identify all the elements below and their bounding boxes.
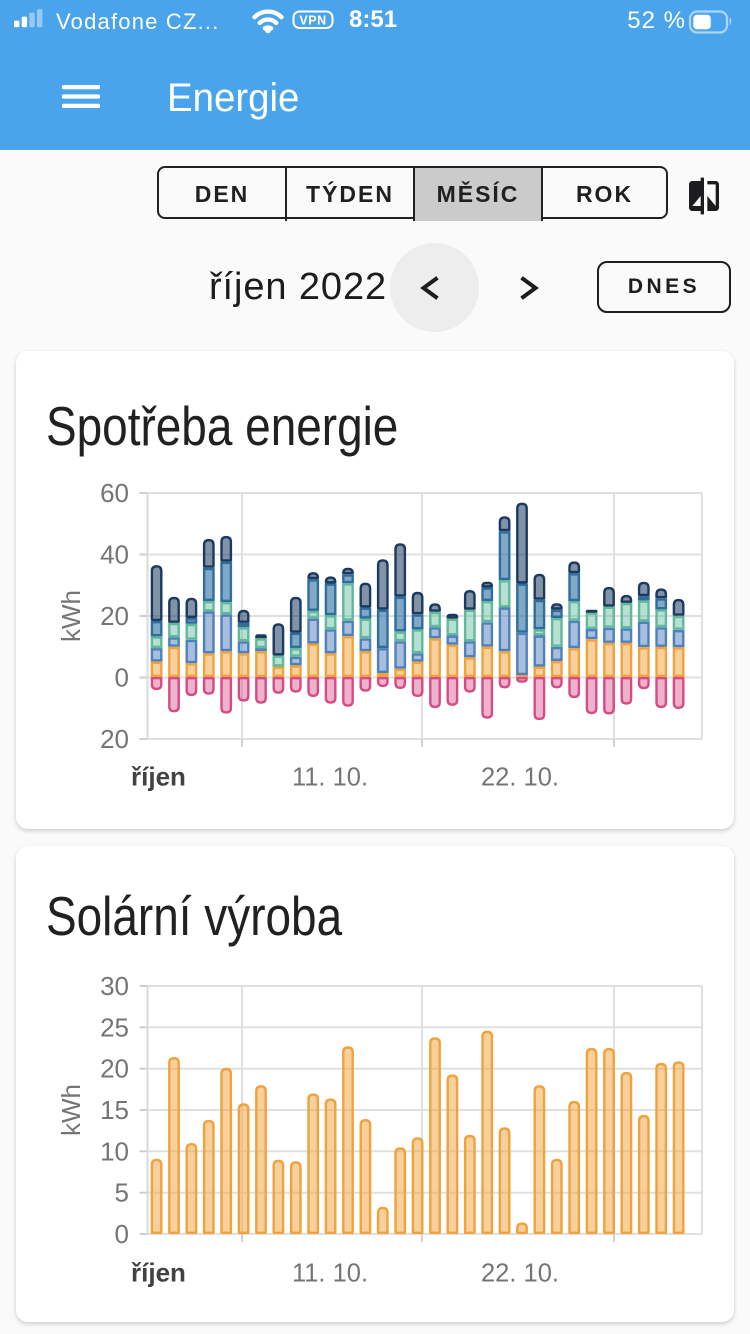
svg-text:40: 40 bbox=[100, 540, 129, 570]
svg-text:VPN: VPN bbox=[299, 14, 326, 28]
svg-text:25: 25 bbox=[100, 1012, 129, 1042]
svg-text:22. 10.: 22. 10. bbox=[481, 764, 559, 792]
svg-text:60: 60 bbox=[100, 478, 129, 508]
svg-text:11. 10.: 11. 10. bbox=[292, 764, 368, 792]
svg-text:15: 15 bbox=[100, 1095, 129, 1125]
svg-text:11. 10.: 11. 10. bbox=[292, 1260, 368, 1288]
svg-text:30: 30 bbox=[100, 971, 129, 1001]
svg-text:20: 20 bbox=[100, 601, 129, 631]
svg-text:říjen: říjen bbox=[131, 762, 186, 792]
svg-text:10: 10 bbox=[100, 1136, 129, 1166]
svg-text:20: 20 bbox=[100, 724, 129, 754]
svg-text:říjen: říjen bbox=[131, 1258, 186, 1288]
svg-text:5: 5 bbox=[115, 1178, 129, 1208]
svg-text:kWh: kWh bbox=[56, 1084, 86, 1136]
svg-text:0: 0 bbox=[115, 663, 129, 693]
svg-text:0: 0 bbox=[115, 1219, 129, 1249]
svg-text:22. 10.: 22. 10. bbox=[481, 1260, 559, 1288]
svg-text:20: 20 bbox=[100, 1054, 129, 1084]
svg-text:kWh: kWh bbox=[56, 590, 86, 642]
